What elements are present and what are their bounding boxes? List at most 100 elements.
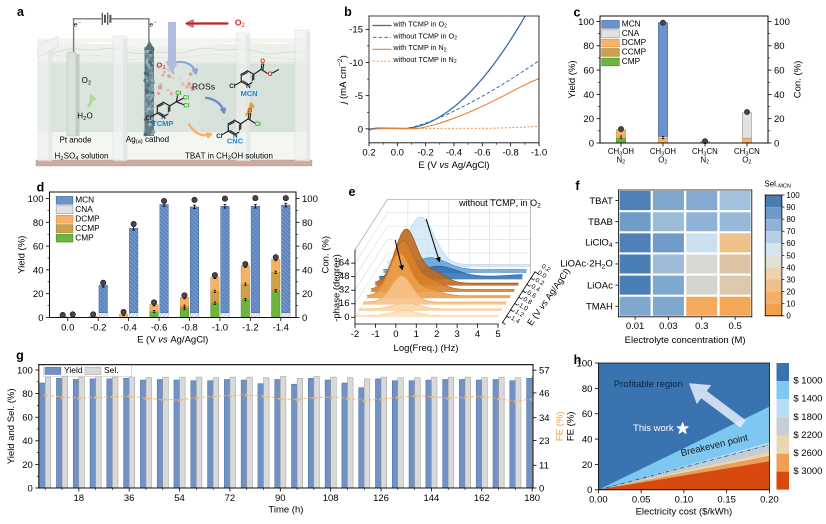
svg-text:L i C: L i C l O 4 xyxy=(585,233,613,250)
svg-text:50: 50 xyxy=(786,251,795,260)
svg-text:40: 40 xyxy=(774,90,785,101)
svg-text:MCN: MCN xyxy=(75,194,94,204)
svg-text:Cl: Cl xyxy=(145,115,151,122)
svg-text:TBAT: TBAT xyxy=(589,196,613,207)
svg-text:100: 100 xyxy=(28,194,44,205)
svg-text:$ 3000: $ 3000 xyxy=(793,466,822,477)
svg-text:-0.4: -0.4 xyxy=(528,282,542,294)
svg-text:-1.4: -1.4 xyxy=(273,322,289,333)
svg-text:40: 40 xyxy=(302,265,313,276)
svg-text:0: 0 xyxy=(774,138,779,149)
svg-text:20: 20 xyxy=(302,289,313,300)
svg-text:Time (h): Time (h) xyxy=(268,505,303,516)
svg-text:-0.2: -0.2 xyxy=(532,276,546,288)
svg-text:0.01: 0.01 xyxy=(626,321,645,332)
svg-text:-1: -1 xyxy=(371,329,379,340)
svg-text:N 2: N 2 xyxy=(617,149,627,166)
svg-text:C H C: C H C N 3 xyxy=(692,141,722,158)
svg-text:O 2: O 2 xyxy=(658,149,669,166)
svg-text:23: 23 xyxy=(539,436,550,447)
svg-text:Sel.: Sel. xyxy=(104,365,119,375)
svg-text:CNA: CNA xyxy=(622,28,640,38)
svg-text:34: 34 xyxy=(539,413,550,424)
svg-text:0: 0 xyxy=(589,138,594,149)
svg-text:-0.4: -0.4 xyxy=(120,322,136,333)
svg-text:FE (%): FE (%) xyxy=(554,412,565,442)
svg-text:e: e xyxy=(349,185,356,199)
svg-text:Cl: Cl xyxy=(255,121,261,128)
svg-text:Log(Freq.) (Hz): Log(Freq.) (Hz) xyxy=(394,343,459,354)
svg-text:Cl: Cl xyxy=(183,102,189,109)
svg-text:a: a xyxy=(17,5,25,19)
svg-text:0.3: 0.3 xyxy=(695,321,708,332)
svg-text:60: 60 xyxy=(33,242,44,253)
svg-text:100: 100 xyxy=(17,365,33,376)
svg-text:1: 1 xyxy=(414,329,419,340)
svg-text:Profitable region: Profitable region xyxy=(614,379,683,390)
svg-text:18: 18 xyxy=(74,493,85,504)
svg-text:-0.2: -0.2 xyxy=(90,322,106,333)
svg-text:Yield (%): Yield (%) xyxy=(567,60,578,98)
svg-text:N: N xyxy=(246,83,251,90)
svg-text:-0.6: -0.6 xyxy=(474,148,490,159)
svg-text:40: 40 xyxy=(786,263,795,272)
svg-text:11: 11 xyxy=(539,461,549,472)
svg-text:162: 162 xyxy=(474,493,490,504)
svg-text:180: 180 xyxy=(524,493,540,504)
svg-text:80: 80 xyxy=(302,218,313,229)
svg-text:0: 0 xyxy=(38,313,43,324)
svg-text:E ( V: E ( V A g / A g C l ) v s xyxy=(137,330,213,347)
svg-text:32: 32 xyxy=(339,285,350,296)
svg-text:60: 60 xyxy=(302,242,313,253)
svg-text:Pt anode: Pt anode xyxy=(59,135,92,144)
svg-text:10: 10 xyxy=(786,300,795,309)
svg-text:$ 2600: $ 2600 xyxy=(793,448,822,459)
svg-text:0: 0 xyxy=(28,483,33,494)
svg-text:57: 57 xyxy=(539,366,550,377)
svg-text:w i t h: w i t h T C M P i n O 2 xyxy=(392,13,448,30)
svg-text:100: 100 xyxy=(786,191,800,200)
svg-text:60: 60 xyxy=(774,66,785,77)
svg-text:100: 100 xyxy=(578,17,594,28)
svg-text:N: N xyxy=(161,114,166,121)
svg-text:54: 54 xyxy=(174,493,185,504)
svg-text:-1.2: -1.2 xyxy=(512,307,526,319)
svg-text:O: O xyxy=(268,71,273,78)
svg-text:60: 60 xyxy=(583,66,594,77)
svg-text:0.20: 0.20 xyxy=(760,495,779,506)
svg-text:40: 40 xyxy=(582,435,593,446)
svg-text:e −: e − xyxy=(149,13,157,30)
svg-text:-0.6: -0.6 xyxy=(151,322,167,333)
svg-text:0.0: 0.0 xyxy=(536,269,548,280)
svg-text:40: 40 xyxy=(583,90,594,101)
svg-text:0: 0 xyxy=(393,329,398,340)
svg-text:80: 80 xyxy=(582,384,593,395)
svg-text:126: 126 xyxy=(373,493,389,504)
svg-text:90: 90 xyxy=(275,493,286,504)
svg-text:Cl: Cl xyxy=(183,94,189,101)
svg-text:-10: -10 xyxy=(349,58,363,69)
svg-text:FE (%): FE (%) xyxy=(566,412,577,442)
svg-text:100: 100 xyxy=(577,358,593,369)
svg-text:O 2: O 2 xyxy=(156,55,166,72)
svg-text:36: 36 xyxy=(124,493,135,504)
svg-text:-0.8: -0.8 xyxy=(502,148,518,159)
svg-text:N 2: N 2 xyxy=(701,149,711,166)
svg-text:0.5: 0.5 xyxy=(729,321,742,332)
svg-text:TCMP: TCMP xyxy=(152,119,173,128)
svg-text:E ( V: E ( V A g / A g C l ) v s xyxy=(521,260,576,329)
svg-text:0: 0 xyxy=(344,312,349,323)
svg-text:C H C: C H C N 3 xyxy=(734,141,764,158)
svg-text:60: 60 xyxy=(786,239,795,248)
svg-text:Cl: Cl xyxy=(229,83,235,90)
svg-text:5: 5 xyxy=(495,329,500,340)
svg-text:-0.2: -0.2 xyxy=(417,148,433,159)
svg-text:0.03: 0.03 xyxy=(659,321,678,332)
svg-text:Cl: Cl xyxy=(216,133,222,140)
svg-text:O 2: O 2 xyxy=(235,12,246,29)
svg-text:CMP: CMP xyxy=(75,232,94,242)
svg-text:80: 80 xyxy=(774,41,785,52)
svg-text:$ 1800: $ 1800 xyxy=(793,412,822,423)
svg-text:108: 108 xyxy=(323,493,339,504)
svg-text:80: 80 xyxy=(22,389,33,400)
